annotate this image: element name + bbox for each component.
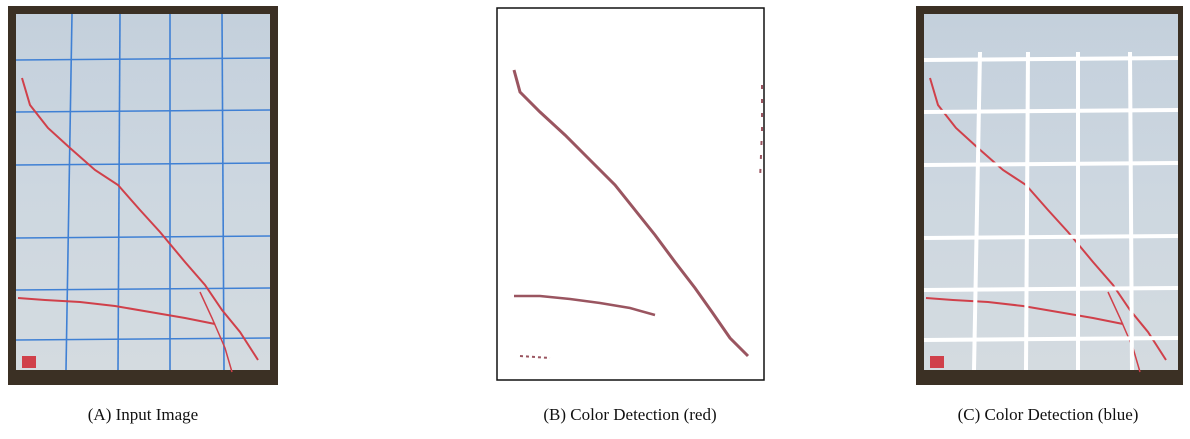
panel-a: (A) Input Image [8, 6, 278, 424]
caption: (B) Color Detection (red) [543, 405, 716, 424]
crack [512, 69, 750, 358]
grid-line [923, 336, 1179, 342]
crack [514, 294, 656, 317]
photo-board [924, 14, 1178, 370]
detection-frame [496, 7, 765, 381]
caption: (A) Input Image [88, 405, 198, 424]
grid-line [972, 51, 982, 371]
photo-content [923, 14, 1179, 373]
grid-line [15, 162, 271, 166]
grid-line [15, 57, 271, 61]
panel-b: (B) Color Detection (red) [496, 7, 765, 424]
grid-line [15, 235, 271, 239]
grid-line [923, 161, 1179, 167]
grid-line [1128, 51, 1134, 371]
grid-line [923, 108, 1179, 114]
grid-line [117, 13, 121, 371]
photo-board [16, 14, 270, 370]
grid-line [923, 234, 1179, 240]
grid-line [65, 13, 73, 371]
grid-line [923, 286, 1179, 292]
grid-lines [923, 51, 1179, 371]
grid-line [1024, 51, 1030, 371]
crack [519, 355, 551, 359]
panel-c: (C) Color Detection (blue) [916, 6, 1183, 424]
grid-lines [15, 13, 271, 371]
grid-line [15, 109, 271, 113]
crack [759, 85, 763, 181]
detected-red [512, 69, 763, 359]
grid-line [15, 287, 271, 291]
grid-line [923, 56, 1179, 62]
grid-line [15, 337, 271, 341]
caption: (C) Color Detection (blue) [958, 405, 1139, 424]
